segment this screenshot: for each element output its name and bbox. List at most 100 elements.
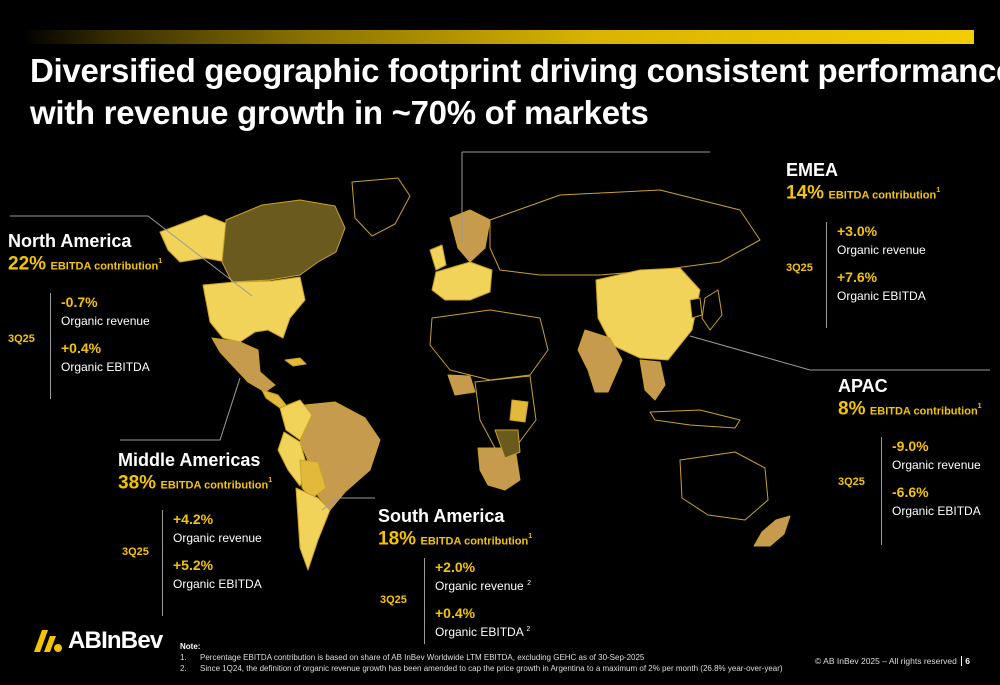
leader-middle-americas (120, 377, 241, 441)
ebitda-label: EBITDA contribution (869, 405, 978, 418)
organic-ebitda-label: Organic EBITDA 2 (435, 625, 531, 639)
ebitda-contribution: 18% EBITDA contribution1 (378, 526, 532, 552)
ebitda-pct: 22% (8, 253, 47, 275)
footnote-ref: 1 (936, 187, 941, 194)
region-name: APAC (838, 376, 888, 396)
map-alaska (159, 214, 231, 263)
metrics-north-america: -0.7% Organic revenue +0.4% Organic EBIT… (50, 293, 150, 399)
page-title: Diversified geographic footprint driving… (30, 50, 1000, 134)
period-label: 3Q25 (122, 546, 149, 558)
ebitda-contribution: 14% EBITDA contribution1 (786, 180, 940, 206)
map-scandinavia (449, 209, 491, 263)
abinbev-logo: ABInBev (28, 626, 163, 656)
metrics-apac: -9.0% Organic revenue -6.6% Organic EBIT… (881, 437, 981, 545)
period-label: 3Q25 (786, 262, 813, 274)
organic-ebitda-label: Organic EBITDA (892, 504, 981, 518)
map-indonesia (649, 409, 741, 429)
abinbev-logo-icon (34, 630, 62, 652)
ebitda-contribution: 38% EBITDA contribution1 (118, 470, 272, 496)
organic-revenue-value: +2.0% (435, 559, 476, 575)
organic-revenue-value: -0.7% (61, 294, 98, 310)
region-apac: APAC 8% EBITDA contribution1 (838, 376, 982, 422)
map-bolivia (299, 459, 327, 499)
organic-ebitda-label: Organic EBITDA (173, 577, 262, 591)
organic-revenue-label: Organic revenue 2 (435, 579, 531, 593)
title-line-1: Diversified geographic footprint driving… (30, 52, 1000, 89)
region-name: South America (378, 506, 505, 526)
organic-revenue-value: +3.0% (837, 223, 878, 239)
map-se-asia (639, 359, 666, 401)
ebitda-pct: 8% (838, 398, 866, 420)
organic-revenue-label: Organic revenue (837, 243, 926, 257)
map-central-america (261, 389, 287, 409)
metrics-middle-americas: +4.2% Organic revenue +5.2% Organic EBIT… (162, 510, 262, 616)
footnote-ref: 1 (528, 533, 533, 540)
organic-revenue-value: -9.0% (892, 438, 929, 454)
notes-heading: Note: (180, 642, 201, 651)
map-canada (221, 199, 346, 283)
footnote-ref: 1 (268, 477, 273, 484)
organic-ebitda-value: +7.6% (837, 269, 878, 285)
footnote-1: 1. Percentage EBITDA contribution is base… (180, 653, 645, 662)
copyright: © AB InBev 2025 – All rights reserved 6 (815, 656, 970, 666)
organic-revenue-label: Organic revenue (892, 458, 981, 472)
leader-emea (461, 151, 710, 242)
map-new-zealand (753, 515, 791, 547)
region-middle-americas: Middle Americas 38% EBITDA contribution1 (118, 450, 272, 496)
map-japan (701, 289, 723, 331)
leader-apac (689, 335, 990, 371)
region-name: EMEA (786, 160, 839, 180)
map-mexico (211, 337, 276, 393)
map-east-africa (509, 399, 529, 423)
footnotes: Note: 1. Percentage EBITDA contribution i… (180, 641, 783, 674)
map-argentina (295, 487, 331, 571)
region-name: North America (8, 231, 132, 251)
ebitda-label: EBITDA contribution (828, 189, 937, 202)
map-russia (489, 189, 761, 276)
map-china (595, 267, 701, 361)
ebitda-contribution: 22% EBITDA contribution1 (8, 251, 162, 277)
organic-revenue-label: Organic revenue (173, 531, 262, 545)
organic-ebitda-value: +5.2% (173, 557, 214, 573)
region-name: Middle Americas (118, 450, 261, 470)
region-north-america: North America 22% EBITDA contribution1 (8, 231, 162, 277)
period-label: 3Q25 (380, 594, 407, 606)
page-number: 6 (961, 656, 970, 666)
organic-ebitda-label: Organic EBITDA (61, 360, 150, 374)
map-greenland (351, 177, 411, 237)
map-north-africa (429, 309, 549, 381)
map-usa (202, 276, 306, 343)
organic-ebitda-value: +0.4% (61, 340, 102, 356)
metrics-south-america: +2.0% Organic revenue 2 +0.4% Organic EB… (424, 558, 531, 644)
map-south-africa (494, 429, 521, 459)
map-korea (689, 297, 703, 319)
title-line-2: with revenue growth in ~70% of markets (30, 94, 649, 131)
footnote-ref: 1 (977, 403, 982, 410)
organic-revenue-value: +4.2% (173, 511, 214, 527)
organic-revenue-label: Organic revenue (61, 314, 150, 328)
ebitda-contribution: 8% EBITDA contribution1 (838, 396, 982, 422)
leader-south-america (321, 497, 375, 511)
map-caribbean (284, 357, 307, 367)
map-west-africa (447, 374, 476, 396)
region-south-america: South America 18% EBITDA contribution1 (378, 506, 532, 552)
organic-ebitda-value: -6.6% (892, 484, 929, 500)
footnote-2: 2. Since 1Q24, the definition of organic … (180, 664, 783, 673)
region-emea: EMEA 14% EBITDA contribution1 (786, 160, 940, 206)
organic-ebitda-value: +0.4% (435, 605, 476, 621)
period-label: 3Q25 (838, 476, 865, 488)
organic-ebitda-label: Organic EBITDA (837, 289, 926, 303)
metrics-emea: +3.0% Organic revenue +7.6% Organic EBIT… (826, 222, 926, 328)
ebitda-pct: 38% (118, 472, 157, 494)
header-accent-bar (22, 30, 974, 44)
ebitda-label: EBITDA contribution (160, 479, 269, 492)
map-australia (679, 451, 769, 521)
brand-name: ABInBev (68, 627, 163, 654)
leader-north-america (10, 215, 253, 297)
ebitda-pct: 18% (378, 528, 417, 550)
map-western-europe (431, 261, 493, 301)
ebitda-label: EBITDA contribution (420, 535, 529, 548)
ebitda-pct: 14% (786, 182, 825, 204)
ebitda-label: EBITDA contribution (50, 260, 159, 273)
